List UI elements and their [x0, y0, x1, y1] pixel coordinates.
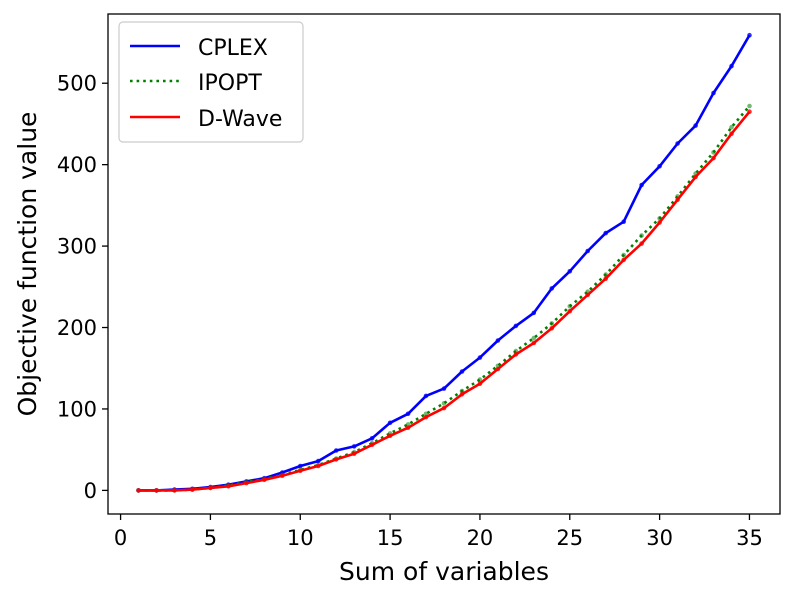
- data-point-d-wave: [513, 352, 519, 357]
- data-point-cplex: [657, 164, 662, 169]
- legend: CPLEX IPOPT D-Wave: [118, 21, 304, 143]
- data-point-d-wave: [549, 326, 555, 331]
- series-points-d-wave: [136, 109, 752, 493]
- data-point-d-wave: [441, 405, 447, 411]
- data-point-d-wave: [657, 220, 662, 225]
- x-tick-label: 10: [287, 526, 314, 550]
- x-tick-label: 0: [114, 526, 127, 550]
- data-point-ipopt: [441, 401, 447, 406]
- y-tick-label: 500: [57, 72, 97, 96]
- data-point-d-wave: [729, 131, 734, 136]
- legend-ipopt-label: IPOPT: [198, 71, 262, 96]
- data-point-d-wave: [459, 392, 465, 397]
- data-point-d-wave: [244, 480, 249, 486]
- data-point-cplex: [711, 90, 716, 96]
- legend-box: [118, 21, 304, 143]
- data-point-d-wave: [172, 488, 177, 493]
- data-point-d-wave: [280, 473, 285, 479]
- data-point-d-wave: [136, 488, 141, 493]
- data-point-d-wave: [585, 292, 590, 298]
- data-point-cplex: [387, 420, 393, 426]
- data-point-ipopt: [567, 304, 573, 309]
- data-point-cplex: [423, 393, 429, 399]
- data-point-d-wave: [675, 197, 680, 202]
- data-point-ipopt: [549, 321, 555, 326]
- data-point-d-wave: [208, 485, 213, 491]
- data-point-d-wave: [621, 257, 626, 263]
- data-point-d-wave: [423, 414, 429, 420]
- x-tick-label: 15: [377, 526, 404, 550]
- data-point-cplex: [369, 436, 375, 441]
- tick-layer: 0 5 10 15 20 25 30 35 0 100 200 300 400 500: [57, 72, 763, 550]
- data-point-cplex: [585, 248, 590, 254]
- x-axis-label: Sum of variables: [339, 557, 549, 586]
- plot-frame: [107, 13, 781, 515]
- data-point-cplex: [513, 323, 519, 329]
- data-point-d-wave: [477, 381, 483, 387]
- data-point-d-wave: [567, 308, 573, 314]
- data-point-cplex: [621, 219, 626, 224]
- data-point-d-wave: [190, 487, 195, 492]
- data-point-cplex: [639, 182, 644, 188]
- data-point-d-wave: [603, 276, 608, 282]
- data-point-ipopt: [747, 103, 752, 109]
- data-point-d-wave: [495, 366, 501, 372]
- data-point-cplex: [315, 458, 321, 464]
- data-point-cplex: [459, 369, 465, 374]
- data-point-cplex: [298, 463, 303, 469]
- data-point-d-wave: [747, 109, 752, 114]
- data-point-d-wave: [226, 484, 231, 489]
- data-point-d-wave: [369, 442, 375, 448]
- data-point-ipopt: [621, 252, 626, 258]
- data-point-cplex: [567, 269, 573, 274]
- data-point-ipopt: [531, 335, 537, 341]
- data-point-ipopt: [729, 124, 734, 130]
- data-point-cplex: [603, 230, 608, 236]
- y-tick-label: 200: [57, 316, 97, 340]
- data-point-d-wave: [531, 340, 537, 346]
- data-point-cplex: [477, 355, 483, 360]
- x-tick-label: 20: [467, 526, 494, 550]
- data-point-cplex: [675, 141, 680, 146]
- y-tick-label: 300: [57, 235, 97, 259]
- data-point-cplex: [495, 338, 501, 343]
- data-point-d-wave: [351, 451, 357, 457]
- data-point-ipopt: [423, 411, 429, 417]
- y-axis-label: Objective function value: [13, 112, 42, 417]
- data-point-ipopt: [639, 233, 644, 238]
- y-tick-label: 0: [84, 479, 97, 503]
- legend-dwave-label: D-Wave: [198, 107, 282, 132]
- x-tick-label: 5: [204, 526, 217, 550]
- y-tick-label: 400: [57, 153, 97, 177]
- data-point-d-wave: [262, 477, 267, 483]
- data-point-d-wave: [711, 155, 716, 161]
- data-point-d-wave: [154, 488, 159, 493]
- data-point-d-wave: [387, 433, 393, 439]
- data-point-d-wave: [639, 241, 644, 246]
- data-point-cplex: [333, 448, 339, 453]
- data-point-d-wave: [298, 468, 303, 474]
- data-point-d-wave: [405, 425, 411, 431]
- x-tick-label: 25: [556, 526, 583, 550]
- x-tick-label: 35: [736, 526, 763, 550]
- data-point-cplex: [693, 123, 698, 128]
- legend-cplex-label: CPLEX: [198, 36, 268, 61]
- data-point-d-wave: [315, 463, 321, 469]
- data-point-cplex: [405, 411, 411, 417]
- y-tick-label: 100: [57, 397, 97, 421]
- data-point-cplex: [351, 444, 357, 449]
- data-point-cplex: [441, 386, 447, 391]
- axes-layer: [107, 13, 781, 515]
- data-point-cplex: [531, 310, 537, 316]
- series-layer: [136, 32, 752, 493]
- data-point-ipopt: [477, 377, 483, 382]
- data-point-d-wave: [333, 457, 339, 462]
- data-point-cplex: [729, 63, 734, 69]
- data-point-d-wave: [693, 174, 698, 180]
- data-point-cplex: [747, 32, 752, 38]
- data-point-cplex: [549, 286, 555, 291]
- x-tick-label: 30: [646, 526, 673, 550]
- data-point-ipopt: [711, 150, 716, 155]
